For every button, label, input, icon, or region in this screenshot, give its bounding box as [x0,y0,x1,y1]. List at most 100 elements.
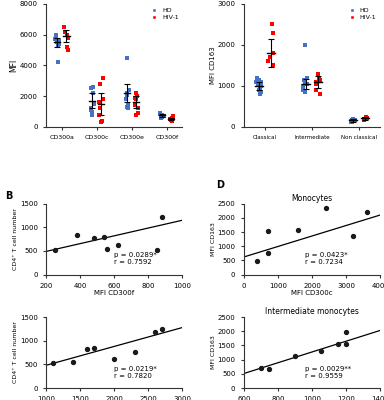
Point [361,116,367,123]
Point [300,83,306,89]
Point [334,341,341,348]
Point [124,90,130,96]
Point [124,105,131,112]
Point [90,90,96,96]
Point [89,84,96,90]
Point [88,85,94,92]
Point [270,50,276,56]
Point [61,24,68,30]
Point [134,93,140,99]
Point [159,111,166,118]
Point [158,113,164,119]
Point [292,353,298,359]
Point [154,246,160,253]
Point [122,96,129,102]
Point [343,329,349,336]
Point [96,99,103,106]
Text: p = 0.0289*
r = 0.7592: p = 0.0289* r = 0.7592 [114,252,157,266]
Point [169,114,175,121]
Point [270,62,276,69]
Point [316,74,322,81]
Point [158,114,164,121]
Point [363,114,369,120]
Point [54,39,60,46]
Point [295,226,301,233]
Legend: HD, HIV-1: HD, HIV-1 [147,7,179,20]
Point [256,87,262,93]
Point [258,79,264,85]
Point [88,111,94,118]
Point [270,30,276,36]
Point [135,110,141,116]
Point [135,105,141,112]
Point [104,246,111,252]
Point [114,242,121,248]
Text: B: B [5,192,13,202]
Y-axis label: MFI CD163: MFI CD163 [210,46,216,84]
Point [313,81,319,87]
Point [55,42,61,49]
Point [302,89,308,95]
Point [361,116,367,122]
Point [170,113,176,119]
Point [124,104,130,110]
Point [350,233,356,239]
Point [52,36,58,42]
Text: p = 0.0423*
r = 0.7234: p = 0.0423* r = 0.7234 [305,252,348,266]
Point [352,116,358,123]
Point [169,118,175,124]
Y-axis label: CD4⁺ T cell number: CD4⁺ T cell number [13,322,18,384]
Legend: HD, HIV-1: HD, HIV-1 [345,7,377,20]
Point [317,91,323,97]
Point [124,54,130,61]
Text: D: D [217,180,225,190]
Point [50,360,56,367]
Point [56,41,62,47]
Point [349,117,355,124]
Point [313,87,319,93]
Point [56,38,62,44]
Point [364,115,370,121]
Point [265,58,271,64]
Point [300,85,306,91]
Point [53,34,59,41]
Point [51,247,58,253]
Point [126,87,132,93]
Point [159,214,165,220]
Point [89,108,96,115]
X-axis label: MFI CD300c: MFI CD300c [291,290,333,296]
Point [304,81,310,87]
Point [265,250,271,256]
Title: Monocytes: Monocytes [291,194,333,203]
Point [64,44,70,50]
Point [313,79,319,85]
Point [258,83,264,89]
Point [323,205,329,212]
Point [88,105,94,112]
Point [100,74,106,81]
Point [62,28,68,35]
Point [167,116,173,122]
Point [254,74,260,81]
Point [255,81,261,87]
Point [88,107,94,113]
Point [304,74,310,81]
Point [125,101,131,107]
Y-axis label: MFI CD163: MFI CD163 [211,222,216,256]
Y-axis label: MFI: MFI [9,59,18,72]
Point [133,96,139,102]
X-axis label: MFI CD300f: MFI CD300f [94,290,134,296]
Point [256,76,262,83]
Point [65,47,71,53]
Point [98,119,104,126]
Point [258,89,264,95]
Text: p = 0.0219*
r = 0.7820: p = 0.0219* r = 0.7820 [114,366,157,379]
Point [363,209,369,215]
Point [111,356,118,362]
Point [91,234,97,241]
Point [257,91,263,97]
Point [269,21,275,28]
Point [301,79,308,85]
Point [101,234,107,240]
Point [91,345,97,351]
